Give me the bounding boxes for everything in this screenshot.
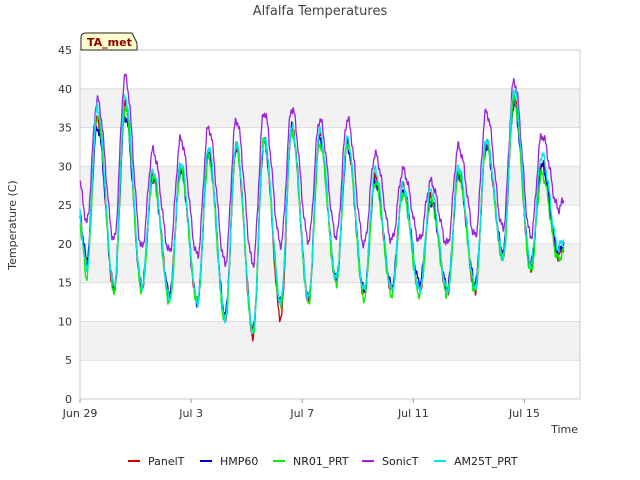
legend-label: AM25T_PRT <box>454 455 518 468</box>
plot-band <box>80 127 580 167</box>
ta-met-badge: TA_met <box>80 32 138 51</box>
x-tick-label: Jul 3 <box>178 407 203 420</box>
y-tick-label: 10 <box>58 315 72 328</box>
x-tick-label: Jul 7 <box>289 407 314 420</box>
plot-band <box>80 50 580 89</box>
y-tick-label: 15 <box>58 277 72 290</box>
y-axis: 0 5 10 15 20 25 30 35 40 45 <box>58 44 72 406</box>
legend-label: NR01_PRT <box>293 455 349 468</box>
series-line-am25t-prt <box>79 88 565 334</box>
legend: PanelT HMP60 NR01_PRT SonicT AM25T_PRT <box>128 455 518 468</box>
y-tick-label: 25 <box>58 199 72 212</box>
chart-title: Alfalfa Temperatures <box>253 4 388 19</box>
plot-band <box>80 88 580 128</box>
badge-label: TA_met <box>87 36 132 49</box>
plot-frame <box>79 49 581 400</box>
x-tick-label: Jul 11 <box>397 407 429 420</box>
x-tick-label: Jul 15 <box>508 407 540 420</box>
x-axis-label: Time <box>550 423 578 436</box>
y-tick-label: 30 <box>58 160 72 173</box>
y-tick-label: 40 <box>58 83 72 96</box>
x-axis: Jun 29 Jul 3 Jul 7 Jul 11 Jul 15 <box>62 399 540 420</box>
y-axis-label: Temperature (C) <box>6 180 19 270</box>
plot-band <box>80 282 580 322</box>
series-layer <box>79 73 565 342</box>
legend-label: HMP60 <box>220 455 258 468</box>
legend-label: SonicT <box>382 455 419 468</box>
y-tick-label: 0 <box>65 393 72 406</box>
x-tick-label: Jun 29 <box>62 407 98 420</box>
y-tick-label: 5 <box>65 354 72 367</box>
plot-band <box>80 360 580 399</box>
y-tick-label: 35 <box>58 122 72 135</box>
y-tick-label: 45 <box>58 44 72 57</box>
legend-label: PanelT <box>148 455 185 468</box>
series-line-sonict <box>79 73 565 268</box>
y-tick-label: 20 <box>58 238 72 251</box>
plot-band <box>80 321 580 361</box>
